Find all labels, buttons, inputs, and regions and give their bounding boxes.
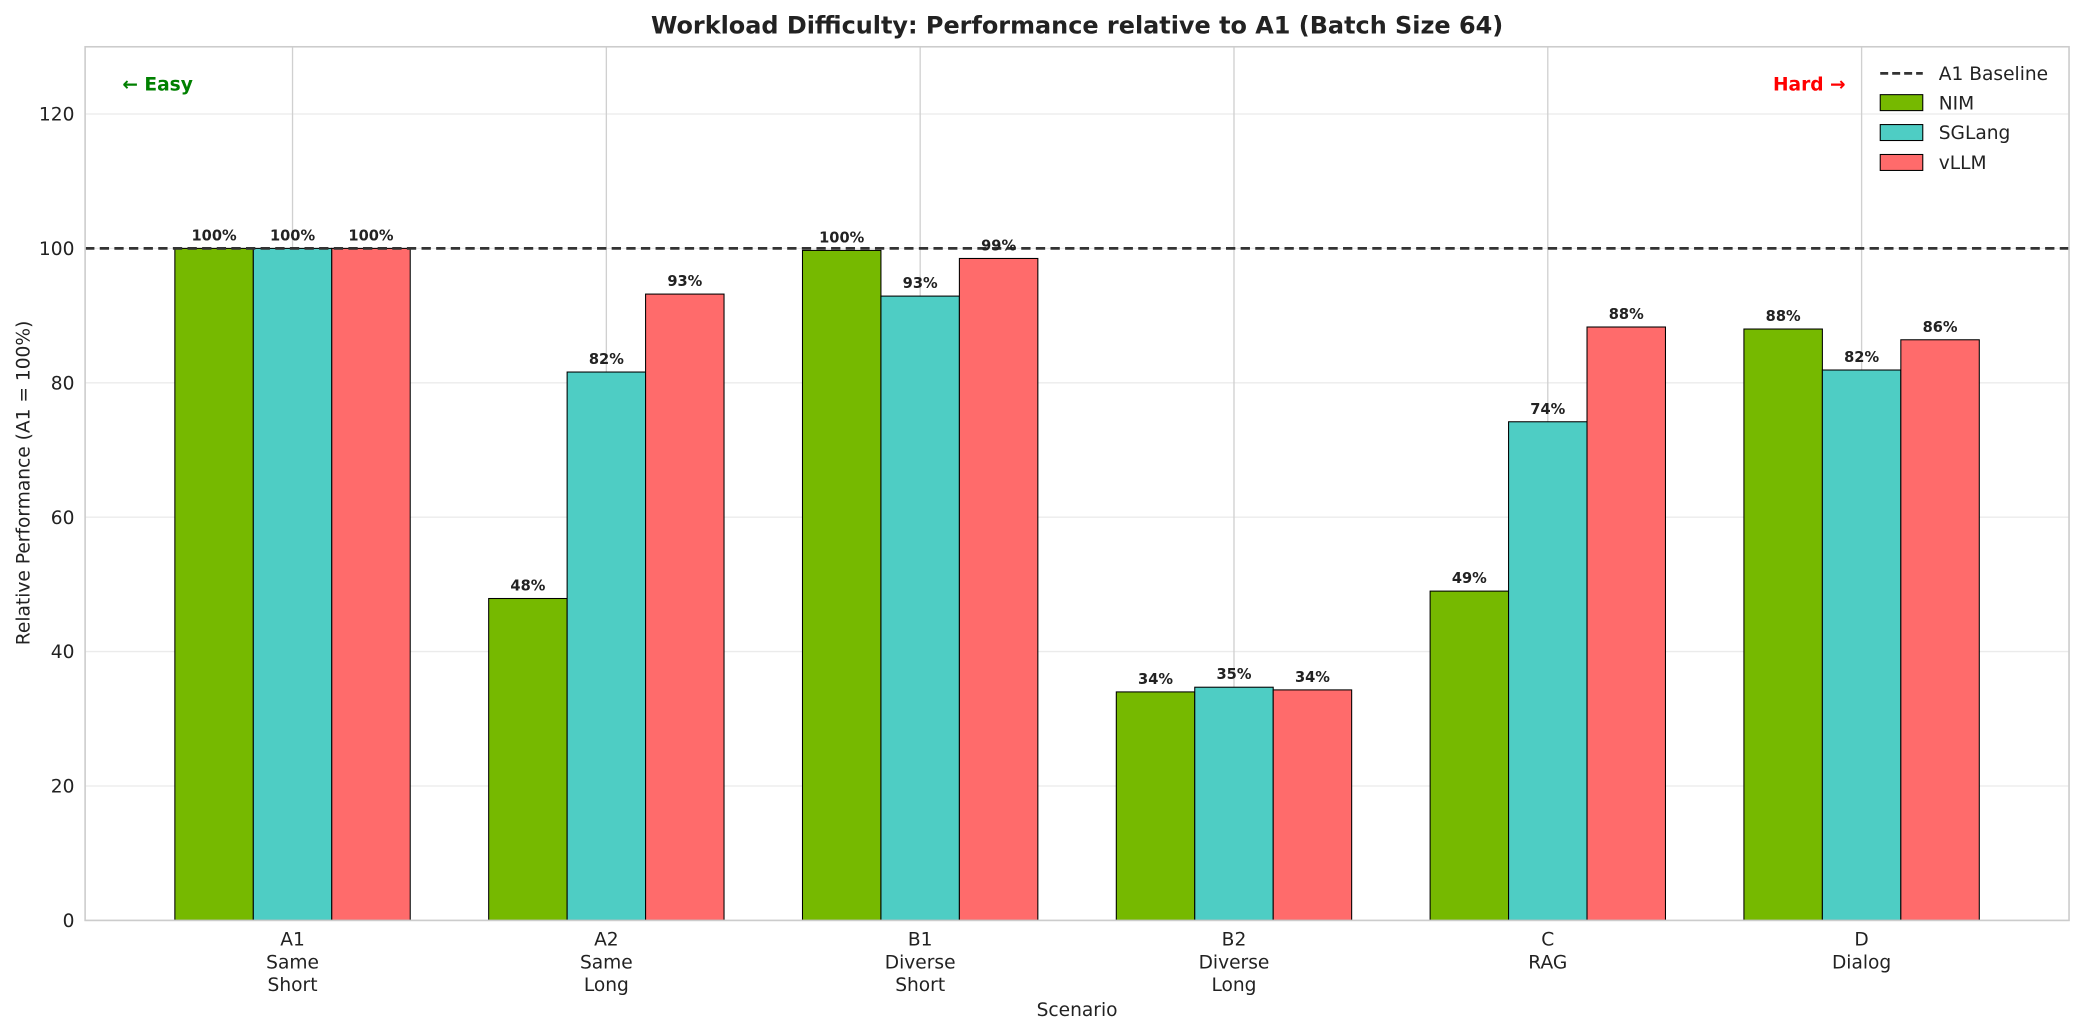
x-tick-label: Diverse (885, 952, 956, 973)
x-tick-label: Long (584, 975, 629, 996)
bar-vllm (645, 293, 725, 921)
bar-value-label: 74% (1530, 401, 1565, 418)
bar-sglang (1194, 686, 1274, 921)
x-tick-label: B2 (1222, 930, 1247, 951)
x-tick-label: Dialog (1832, 952, 1891, 973)
bar-sglang (566, 371, 647, 921)
bar-vllm (1272, 689, 1353, 921)
legend-swatch-sglang (1879, 124, 1924, 142)
bar-nim (174, 247, 254, 921)
bar-nim (1429, 590, 1510, 921)
bar-value-label: 34% (1138, 671, 1173, 688)
y-tick-label: 80 (51, 373, 75, 394)
x-tick-label: Same (580, 952, 633, 973)
x-tick-label: Short (895, 975, 945, 996)
chart-title: Workload Difficulty: Performance relativ… (651, 11, 1503, 39)
hard-annotation: Hard → (1773, 75, 1846, 96)
y-tick-label: 60 (51, 508, 75, 529)
x-tick-label: A1 (280, 930, 305, 951)
bar-value-label: 88% (1609, 306, 1644, 323)
bar-value-label: 86% (1923, 319, 1958, 336)
data-labels: 100% 48% 100% 34% 49% 88% 100% 82% 93% 35% 74% 82% 1… (192, 227, 1958, 688)
legend-label: vLLM (1939, 153, 1987, 174)
legend-label: NIM (1939, 93, 1974, 114)
y-tick-label: 0 (63, 911, 75, 932)
x-tick-label: D (1854, 930, 1868, 951)
bar-value-label: 34% (1295, 669, 1330, 686)
bar-value-label: 48% (510, 578, 545, 595)
bar-vllm (1900, 339, 1980, 921)
y-tick-label: 100 (39, 239, 75, 260)
y-tick-label: 40 (51, 642, 75, 663)
x-axis-label: Scenario (1037, 1000, 1118, 1021)
easy-annotation: ← Easy (122, 75, 193, 96)
y-tick-label: 120 (39, 105, 75, 126)
x-tick-label: Diverse (1199, 952, 1270, 973)
x-tick-label: Short (268, 975, 318, 996)
bar-vllm (1586, 326, 1667, 921)
bar-sglang (1821, 369, 1902, 921)
bar-value-label: 35% (1216, 666, 1251, 683)
legend: A1 Baseline NIM SGLang vLLM (1879, 64, 2048, 174)
bar-nim (801, 249, 882, 921)
bar-value-label: 88% (1766, 308, 1801, 325)
bar-value-label: 49% (1452, 570, 1487, 587)
bar-sglang (880, 295, 960, 921)
x-ticks: A1SameShortA2SameLongB1DiverseShortB2Div… (266, 930, 1891, 996)
bar-value-label: 100% (270, 227, 315, 244)
x-tick-label: B1 (908, 930, 933, 951)
bar-value-label: 82% (1844, 349, 1879, 366)
legend-swatch-vllm (1879, 153, 1924, 171)
x-tick-label: A2 (594, 930, 619, 951)
bar-nim (1743, 328, 1823, 921)
bar-nim (1115, 691, 1196, 921)
bar-sglang (1508, 421, 1588, 921)
bar-value-label: 100% (348, 227, 393, 244)
bars (174, 247, 1980, 921)
bar-value-label: 100% (192, 227, 237, 244)
x-tick-label: RAG (1528, 952, 1567, 973)
y-ticks: 0 20 40 60 80 100 120 (39, 105, 75, 932)
bar-nim (488, 597, 568, 921)
bar-value-label: 93% (667, 273, 702, 290)
x-tick-label: C (1541, 930, 1554, 951)
bar-value-label: 100% (819, 229, 864, 246)
bar-value-label: 82% (589, 351, 624, 368)
y-axis-label: Relative Performance (A1 = 100%) (13, 321, 34, 646)
y-tick-label: 20 (51, 777, 75, 798)
x-tick-label: Same (266, 952, 319, 973)
legend-label: A1 Baseline (1939, 64, 2048, 85)
x-tick-label: Long (1211, 975, 1256, 996)
bar-value-label: 99% (981, 237, 1016, 254)
legend-label: SGLang (1939, 123, 2011, 144)
plot-frame (84, 45, 2070, 922)
legend-swatch-nim (1879, 94, 1924, 112)
bar-value-label: 93% (903, 275, 938, 292)
bar-vllm (958, 257, 1039, 921)
bar-sglang (252, 247, 333, 921)
bar-vllm (331, 247, 411, 921)
